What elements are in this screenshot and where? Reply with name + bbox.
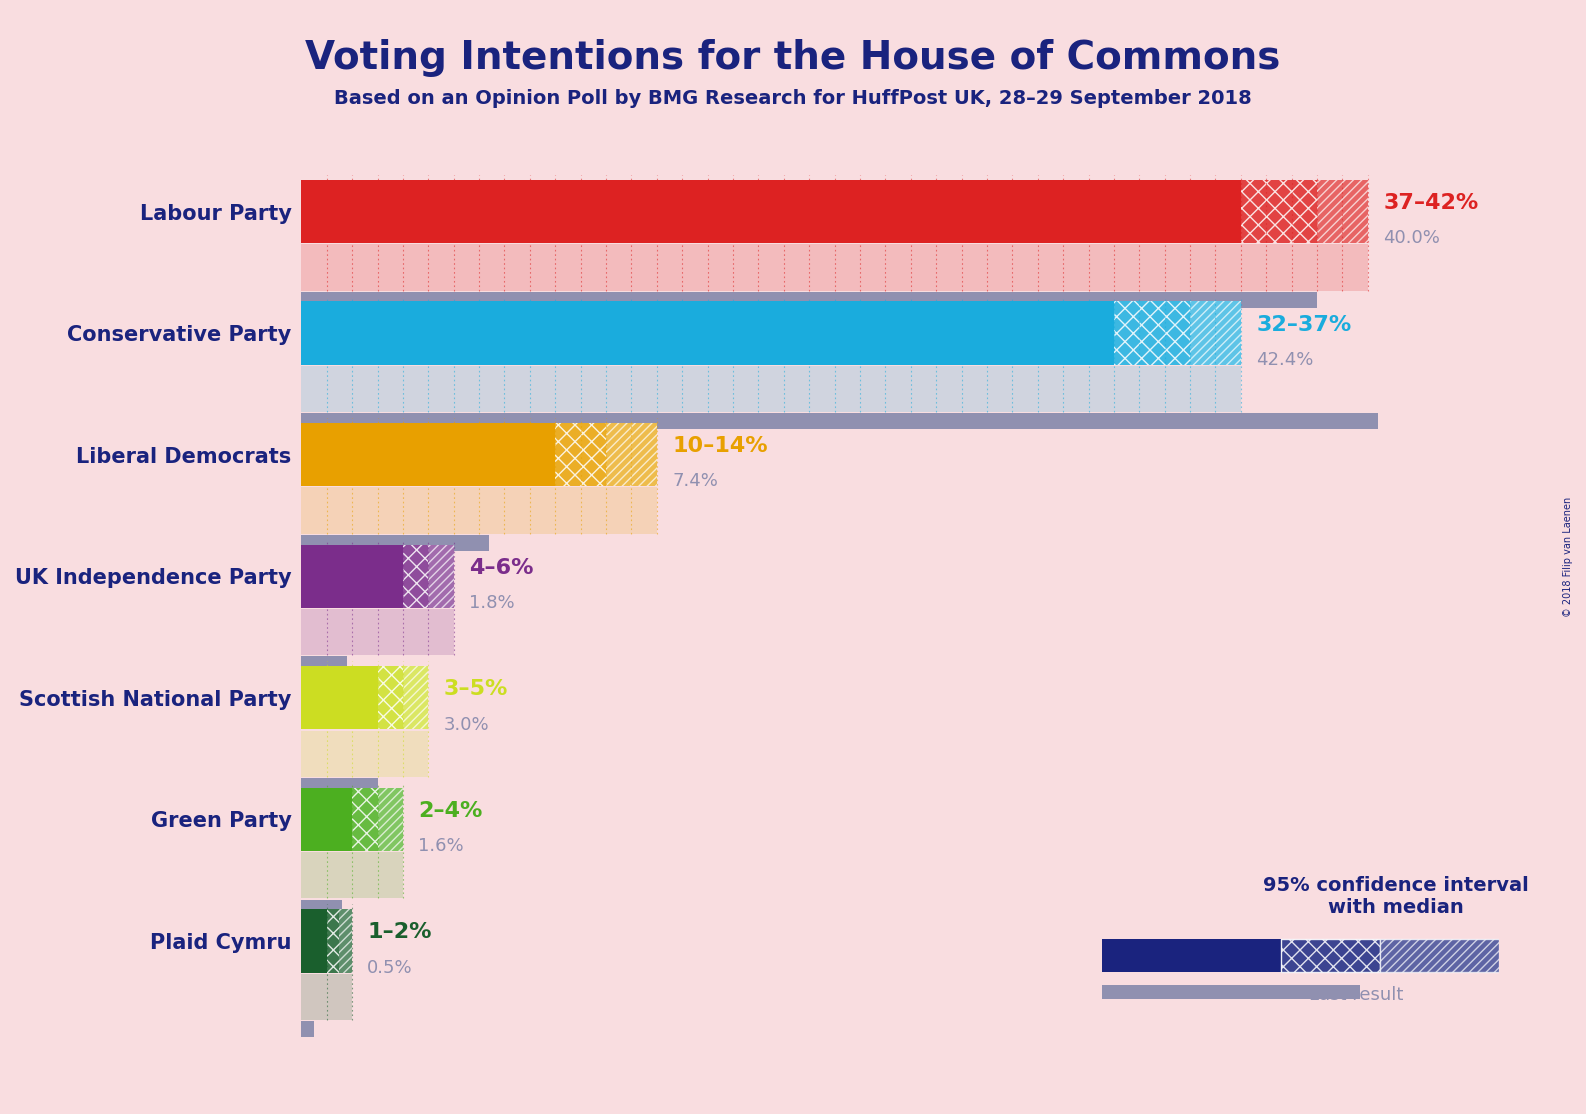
Bar <box>403 545 428 608</box>
Text: 7.4%: 7.4% <box>672 472 718 490</box>
Bar <box>1113 302 1190 364</box>
Bar <box>301 666 377 730</box>
Bar <box>377 788 403 851</box>
Bar <box>301 365 1240 412</box>
Bar <box>403 666 428 730</box>
Text: 1.6%: 1.6% <box>419 837 463 856</box>
Bar <box>301 909 327 973</box>
Text: Voting Intentions for the House of Commons: Voting Intentions for the House of Commo… <box>306 39 1280 77</box>
Bar <box>301 788 352 851</box>
Bar <box>1316 179 1367 243</box>
Bar <box>377 666 403 730</box>
Bar <box>1281 939 1380 971</box>
Bar <box>1240 179 1316 243</box>
Text: 2–4%: 2–4% <box>419 801 482 821</box>
Bar <box>301 423 555 487</box>
Bar <box>339 909 352 973</box>
Bar <box>1102 939 1281 971</box>
Bar <box>352 788 377 851</box>
Bar <box>301 731 428 776</box>
Bar <box>301 1022 314 1037</box>
Bar <box>377 788 403 851</box>
Bar <box>606 423 657 487</box>
Bar <box>555 423 606 487</box>
Text: 42.4%: 42.4% <box>1256 351 1313 369</box>
Bar <box>1316 179 1367 243</box>
Text: 0.5%: 0.5% <box>368 959 412 977</box>
Bar <box>606 423 657 487</box>
Bar <box>1380 939 1499 971</box>
Text: 3–5%: 3–5% <box>444 680 508 700</box>
Bar <box>377 666 403 730</box>
Text: 4–6%: 4–6% <box>469 558 533 578</box>
Bar <box>301 292 1316 307</box>
Bar <box>1190 302 1240 364</box>
Bar <box>301 413 1378 429</box>
Bar <box>327 909 339 973</box>
Text: 3.0%: 3.0% <box>444 715 488 733</box>
Bar <box>301 852 403 898</box>
Bar <box>301 974 352 1020</box>
Bar <box>1380 939 1499 971</box>
Bar <box>352 788 377 851</box>
Bar <box>301 179 1240 243</box>
Bar <box>301 535 488 550</box>
Bar <box>403 666 428 730</box>
Bar <box>327 909 339 973</box>
Bar <box>301 545 403 608</box>
Text: 40.0%: 40.0% <box>1383 229 1440 247</box>
Text: 37–42%: 37–42% <box>1383 193 1478 213</box>
Bar <box>339 909 352 973</box>
Bar <box>1281 939 1380 971</box>
Bar <box>1113 302 1190 364</box>
Bar <box>555 423 606 487</box>
Text: 32–37%: 32–37% <box>1256 314 1351 334</box>
Text: © 2018 Filip van Laenen: © 2018 Filip van Laenen <box>1564 497 1573 617</box>
Bar <box>1190 302 1240 364</box>
Text: Last result: Last result <box>1308 986 1404 1004</box>
Text: Based on an Opinion Poll by BMG Research for HuffPost UK, 28–29 September 2018: Based on an Opinion Poll by BMG Research… <box>335 89 1251 108</box>
Text: 1.8%: 1.8% <box>469 594 514 612</box>
Bar <box>301 778 377 794</box>
Text: 95% confidence interval
with median: 95% confidence interval with median <box>1262 877 1529 917</box>
Bar <box>301 302 1113 364</box>
Bar <box>428 545 454 608</box>
Bar <box>301 656 347 672</box>
Bar <box>1102 985 1359 998</box>
Text: 1–2%: 1–2% <box>368 922 431 942</box>
Bar <box>301 900 343 916</box>
Bar <box>1240 179 1316 243</box>
Bar <box>301 488 657 534</box>
Text: 10–14%: 10–14% <box>672 437 768 456</box>
Bar <box>428 545 454 608</box>
Bar <box>301 609 454 655</box>
Bar <box>403 545 428 608</box>
Bar <box>301 244 1367 291</box>
